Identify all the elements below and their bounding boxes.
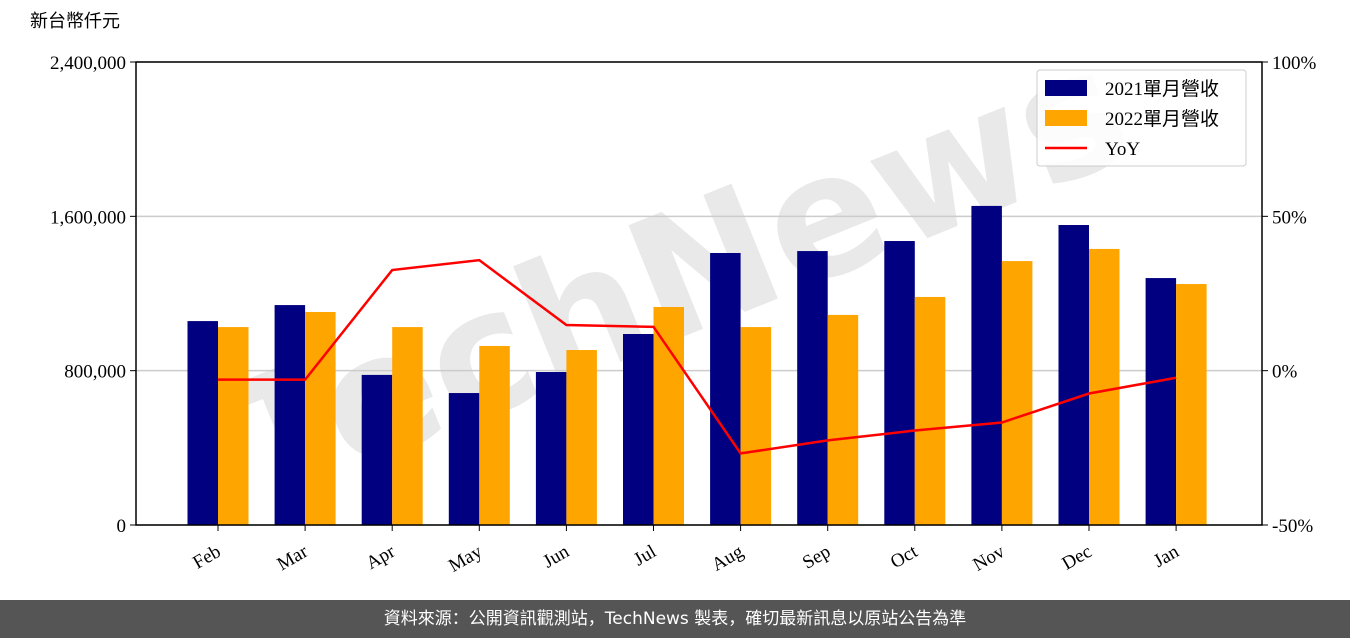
line	[218, 258, 1177, 455]
x-tick-label: Aug	[708, 541, 747, 576]
chart: 新台幣仟元 TechNews 0800,0001,600,0002,400,00…	[30, 7, 1317, 577]
x-tick-label: Jul	[630, 541, 660, 570]
bar	[1145, 278, 1177, 525]
legend-label: YoY	[1105, 139, 1140, 160]
y-tick-label: 1,600,000	[50, 207, 126, 228]
bar	[1089, 248, 1120, 525]
bar	[827, 314, 859, 525]
bar	[218, 327, 249, 525]
bar	[623, 334, 654, 525]
legend-box	[1036, 69, 1247, 167]
x-tick-label: Jun	[540, 541, 574, 573]
bar	[710, 252, 741, 526]
bar	[914, 296, 946, 525]
legend-swatch	[1045, 80, 1087, 96]
bar	[1001, 261, 1033, 525]
y-tick-label: 0	[117, 516, 127, 537]
y-axis-label: 新台幣仟元	[30, 11, 120, 32]
x-tick-label: May	[445, 541, 486, 577]
bar	[1058, 225, 1089, 525]
bar	[653, 307, 684, 525]
x-tick-label: Jan	[1150, 541, 1183, 572]
x-tick-label: Feb	[189, 541, 224, 573]
legend-swatch	[1045, 110, 1087, 126]
bar	[305, 312, 336, 525]
bar	[1176, 284, 1207, 525]
x-tick-label: Mar	[274, 541, 312, 575]
bar	[392, 327, 423, 525]
bar	[740, 327, 772, 525]
y2-tick-label: 50%	[1272, 207, 1307, 228]
y-tick-label: 2,400,000	[50, 53, 126, 74]
legend-label: 2022單月營收	[1105, 108, 1219, 130]
y-tick-label: 800,000	[64, 362, 126, 383]
x-tick-label: Oct	[887, 541, 922, 573]
y2-tick-label: 100%	[1272, 53, 1317, 74]
bar	[884, 241, 915, 525]
x-tick-label: Sep	[799, 541, 834, 573]
bar	[971, 205, 1002, 525]
bar	[361, 374, 393, 525]
legend: 2021單月營收 2022單月營收 YoY	[1036, 69, 1247, 167]
bar	[187, 321, 218, 525]
bar	[479, 345, 510, 525]
y2-tick-label: 0%	[1272, 362, 1298, 383]
bar	[448, 393, 480, 525]
bar	[535, 372, 567, 525]
x-tick-label: Nov	[970, 541, 1009, 576]
plot-frame	[135, 61, 1263, 526]
footer: 資料來源：公開資訊觀測站，TechNews 製表，確切最新訊息以原站公告為準	[0, 600, 1350, 638]
bar	[274, 305, 306, 525]
bar	[566, 350, 597, 525]
x-tick-label: Apr	[363, 541, 400, 574]
x-tick-label: Dec	[1059, 541, 1096, 574]
bar	[797, 251, 828, 525]
y2-tick-label: -50%	[1272, 516, 1313, 537]
legend-label: 2021單月營收	[1105, 78, 1219, 100]
